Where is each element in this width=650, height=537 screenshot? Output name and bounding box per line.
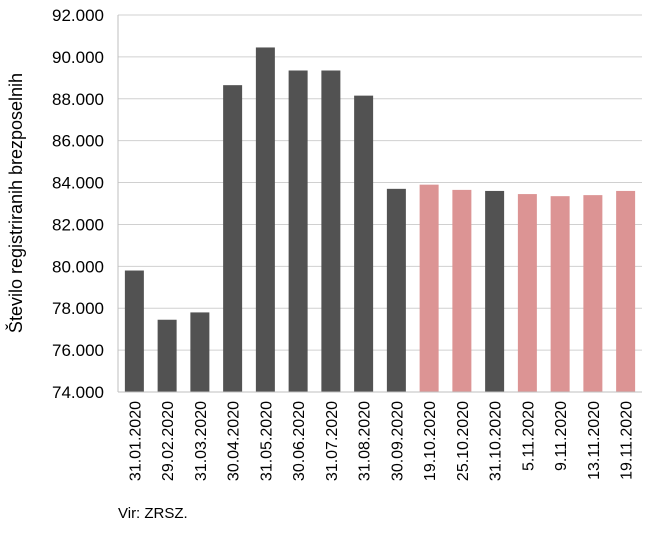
x-tick-label: 30.09.2020 xyxy=(389,401,406,481)
x-tick-labels: 31.01.2020 29.02.2020 31.03.2020 30.04.2020… xyxy=(127,401,635,481)
x-tick-label: 30.04.2020 xyxy=(226,401,243,481)
x-tick-label: 30.06.2020 xyxy=(291,401,308,481)
y-tick-label: 84.000 xyxy=(52,174,104,193)
x-tick-label: 25.10.2020 xyxy=(455,401,472,481)
bar xyxy=(452,189,472,392)
x-tick-label: 19.10.2020 xyxy=(422,401,439,481)
y-tick-label: 80.000 xyxy=(52,257,104,276)
bar xyxy=(583,195,603,392)
bar xyxy=(223,85,243,393)
bar xyxy=(419,184,439,392)
bar xyxy=(157,319,177,392)
y-tick-label: 86.000 xyxy=(52,132,104,151)
bar xyxy=(190,312,210,392)
x-tick-label: 31.08.2020 xyxy=(357,401,374,481)
gridlines xyxy=(118,14,642,351)
y-tick-label: 78.000 xyxy=(52,299,104,318)
bar xyxy=(386,188,406,392)
bar xyxy=(616,190,636,392)
x-tick-label: 9.11.2020 xyxy=(553,401,570,471)
x-tick-label: 5.11.2020 xyxy=(520,401,537,471)
x-tick-label: 19.11.2020 xyxy=(619,401,636,480)
y-tick-labels: 74.000 76.000 78.000 80.000 82.000 84.000 86.0… xyxy=(52,6,104,402)
y-tick-label: 76.000 xyxy=(52,341,104,360)
y-axis-title: Število registriranih brezposelnih xyxy=(5,73,26,333)
bar xyxy=(288,70,308,392)
bar xyxy=(517,194,537,392)
axes xyxy=(117,15,642,393)
x-tick-label: 31.05.2020 xyxy=(258,401,275,481)
x-tick-label: 31.03.2020 xyxy=(193,401,210,481)
source-note: Vir: ZRSZ. xyxy=(118,505,188,522)
bars xyxy=(124,47,636,393)
y-tick-label: 88.000 xyxy=(52,90,104,109)
bar xyxy=(550,196,570,392)
bar xyxy=(255,47,275,392)
bar xyxy=(485,190,505,392)
y-tick-label: 90.000 xyxy=(52,48,104,67)
y-tick-label: 92.000 xyxy=(52,6,104,25)
bar xyxy=(321,70,341,392)
y-tick-label: 74.000 xyxy=(52,383,104,402)
x-tick-label: 13.11.2020 xyxy=(586,401,603,480)
x-tick-label: 29.02.2020 xyxy=(160,401,177,481)
x-tick-label: 31.01.2020 xyxy=(127,401,144,481)
bar xyxy=(124,270,144,392)
bar xyxy=(354,95,374,392)
x-tick-label: 31.10.2020 xyxy=(488,401,505,481)
y-tick-label: 82.000 xyxy=(52,215,104,234)
x-tick-label: 31.07.2020 xyxy=(324,401,341,481)
